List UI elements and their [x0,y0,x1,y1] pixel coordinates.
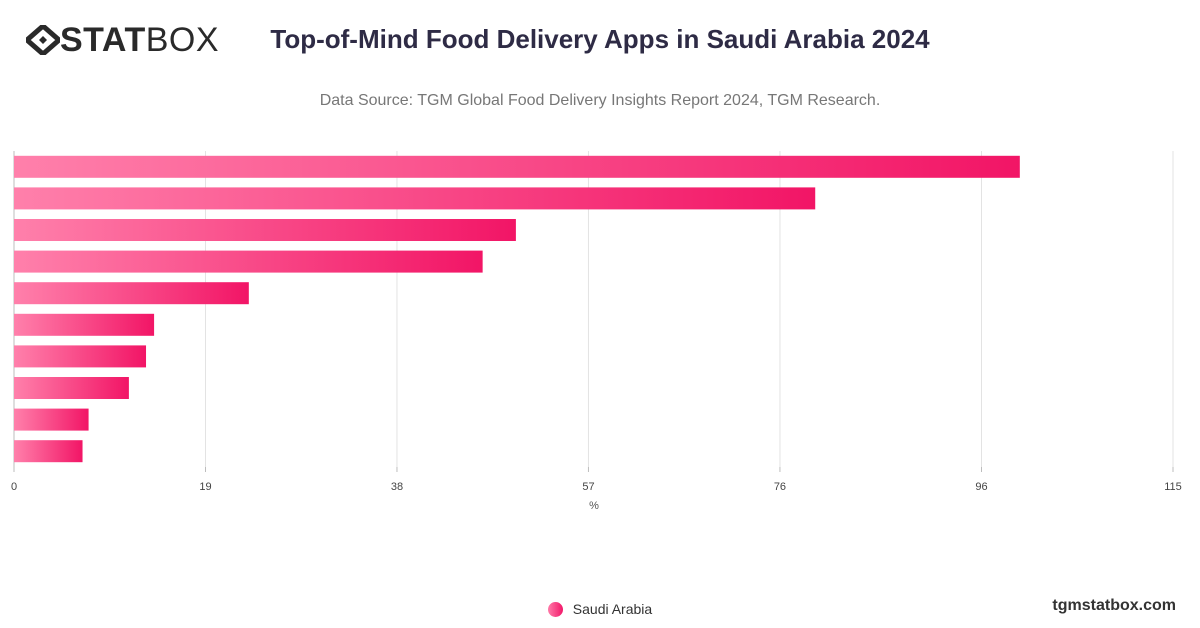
logo-text-light: BOX [145,21,220,59]
x-tick-label: 115 [1164,481,1182,493]
bar[interactable] [14,187,816,210]
bar[interactable] [14,408,89,431]
x-tick-label: 57 [582,481,594,493]
logo-text: STATBOX [60,22,219,58]
bar[interactable] [14,155,1020,178]
x-tick-label: 38 [391,481,403,493]
x-tick-label: 76 [774,481,786,493]
chart-subtitle: Data Source: TGM Global Food Delivery In… [319,92,881,109]
x-tick-label: 19 [199,481,211,493]
legend: Saudi Arabia [0,601,1200,617]
bar[interactable] [14,219,516,241]
bar[interactable] [14,345,147,368]
diamond-logo-icon [26,25,60,55]
bar[interactable] [14,282,249,305]
footer-site: tgmstatbox.com [1052,597,1176,614]
bar[interactable] [14,313,155,336]
legend-marker-icon[interactable] [547,601,563,617]
legend-label[interactable]: Saudi Arabia [572,601,653,617]
bar[interactable] [14,250,483,273]
logo-text-bold: STAT [60,21,146,59]
x-axis-label: % [589,500,599,512]
statbox-logo: STATBOX [26,22,219,58]
x-axis-ticks: 0 19 38 57 76 96 115 [11,467,1182,493]
chart-title: Top-of-Mind Food Delivery Apps in Saudi … [270,24,930,54]
x-tick-label: 96 [975,481,987,493]
bar[interactable] [14,377,129,399]
bar-layer [14,155,1020,463]
bar-chart: 0 19 38 57 76 96 115 % [11,151,1182,512]
x-tick-label: 0 [11,481,17,493]
bar[interactable] [14,440,83,463]
